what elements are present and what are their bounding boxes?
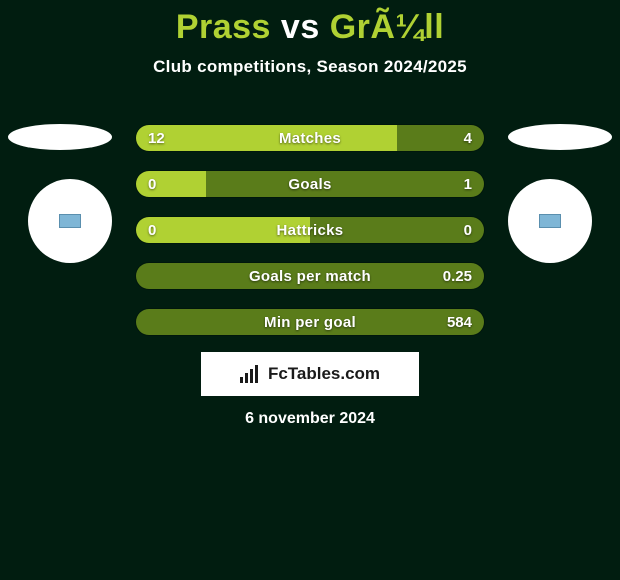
stat-label: Hattricks <box>136 217 484 243</box>
club-badge-placeholder-icon <box>539 214 561 228</box>
subtitle: Club competitions, Season 2024/2025 <box>0 57 620 77</box>
player2-club-badge <box>508 179 592 263</box>
source-logo: FcTables.com <box>201 352 419 396</box>
fctables-icon <box>240 365 262 383</box>
player2-name: GrÃ¼ll <box>330 8 444 46</box>
comparison-bars: 124Matches 01Goals 00Hattricks 0.25Goals pe… <box>135 124 485 354</box>
snapshot-date: 6 november 2024 <box>0 410 620 428</box>
stat-row: 124Matches <box>135 124 485 152</box>
stat-row: 0.25Goals per match <box>135 262 485 290</box>
comparison-title: Prass vs GrÃ¼ll <box>0 0 620 47</box>
stat-label: Goals per match <box>136 263 484 289</box>
stat-row: 01Goals <box>135 170 485 198</box>
stat-label: Matches <box>136 125 484 151</box>
vs-separator: vs <box>271 8 330 46</box>
player1-name: Prass <box>176 8 271 46</box>
stat-label: Goals <box>136 171 484 197</box>
player1-club-badge <box>28 179 112 263</box>
source-logo-text: FcTables.com <box>268 364 380 384</box>
player2-avatar-top <box>508 124 612 150</box>
stat-row: 00Hattricks <box>135 216 485 244</box>
stat-label: Min per goal <box>136 309 484 335</box>
stat-row: 584Min per goal <box>135 308 485 336</box>
player1-avatar-top <box>8 124 112 150</box>
club-badge-placeholder-icon <box>59 214 81 228</box>
